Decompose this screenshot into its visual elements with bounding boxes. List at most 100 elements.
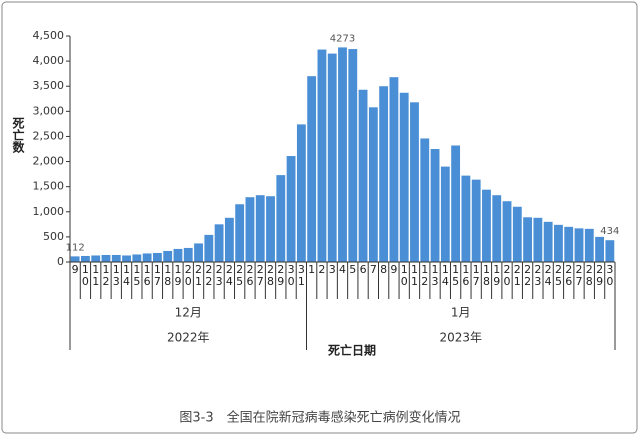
bar (327, 53, 337, 263)
x-tick-label: 11 (410, 263, 418, 288)
x-axis-label: 死亡日期 (328, 343, 376, 358)
bar (307, 76, 317, 262)
bar (152, 252, 162, 262)
x-tick-label: 13 (431, 263, 439, 288)
bar (142, 253, 152, 262)
bar (502, 201, 512, 262)
x-tick-label: 11 (92, 263, 100, 288)
x-tick-label: 21 (195, 263, 203, 288)
y-tick-label: 4,000 (33, 54, 65, 67)
x-tick-label: 18 (164, 263, 172, 288)
bar (338, 47, 347, 262)
bar (440, 166, 450, 262)
x-tick-label: 18 (482, 263, 490, 288)
bar (173, 248, 183, 262)
x-tick-label: 9 (390, 263, 398, 276)
x-tick-label: 28 (267, 263, 275, 288)
y-tick-label: 1,500 (33, 180, 65, 193)
bar (595, 236, 604, 262)
x-tick-label: 17 (153, 263, 161, 288)
x-tick-label: 13 (112, 263, 120, 288)
x-tick-label: 30 (287, 263, 295, 288)
data-label: 112 (66, 242, 85, 253)
bar (410, 102, 419, 262)
y-tick-label: 3,500 (33, 79, 65, 92)
bar (194, 243, 203, 262)
bar (204, 234, 214, 262)
bar (523, 217, 533, 262)
bar (286, 156, 296, 262)
x-tick-label: 20 (503, 263, 511, 288)
bar (317, 49, 327, 263)
bar (255, 195, 265, 262)
x-tick-label: 29 (596, 263, 604, 288)
bar (358, 89, 368, 262)
x-tick-label: 19 (174, 263, 182, 288)
data-label: 434 (600, 226, 619, 237)
bar (605, 240, 615, 262)
x-tick-label: 21 (513, 263, 521, 288)
x-tick-label: 1 (308, 263, 316, 276)
bar (101, 254, 111, 262)
bar (399, 92, 409, 262)
x-tick-label: 25 (236, 263, 244, 288)
y-tick-label: 3,000 (33, 104, 65, 117)
x-tick-label: 22 (524, 263, 532, 288)
x-tick-label: 8 (380, 263, 388, 276)
x-tick-label: 26 (246, 263, 254, 288)
x-tick-label: 20 (184, 263, 192, 288)
y-tick-label: 4,500 (33, 29, 65, 42)
month-label: 1月 (451, 306, 471, 320)
x-tick-label: 31 (297, 263, 305, 288)
bar (461, 175, 471, 262)
x-tick-label: 24 (544, 263, 552, 288)
x-tick-label: 30 (606, 263, 614, 288)
x-tick-label: 12 (421, 263, 429, 288)
year-label: 2023年 (439, 331, 482, 345)
month-label: 12月 (175, 306, 202, 320)
bar (122, 255, 131, 262)
bar (348, 49, 358, 263)
bar (492, 195, 502, 262)
bar (574, 228, 584, 262)
x-tick-label: 14 (123, 263, 131, 288)
bar (554, 224, 563, 262)
y-tick-label: 0 (57, 255, 64, 268)
x-tick-label: 2 (318, 263, 326, 276)
x-tick-label: 24 (225, 263, 233, 288)
y-tick-label: 2,500 (33, 129, 65, 142)
x-tick-label: 29 (277, 263, 285, 288)
bar (163, 250, 173, 262)
bar (132, 254, 142, 262)
x-tick-label: 28 (585, 263, 593, 288)
x-tick-label: 17 (472, 263, 480, 288)
bar (183, 247, 193, 262)
bar (245, 197, 255, 262)
x-tick-label: 22 (205, 263, 213, 288)
bar (81, 255, 90, 262)
bar (276, 175, 286, 262)
x-tick-label: 19 (493, 263, 501, 288)
y-tick-label: 2,000 (33, 155, 65, 168)
x-tick-label: 6 (359, 263, 367, 276)
bar (296, 124, 306, 262)
x-tick-label: 27 (256, 263, 264, 288)
y-tick-label: 1,000 (33, 205, 65, 218)
data-label: 4273 (330, 33, 355, 44)
bar (368, 107, 378, 262)
x-tick-label: 3 (328, 263, 336, 276)
year-label: 2022年 (167, 331, 210, 345)
bar (420, 138, 430, 262)
x-tick-label: 10 (81, 263, 89, 288)
bar (70, 256, 80, 262)
bar (482, 189, 491, 262)
bar (91, 255, 101, 262)
bar (266, 196, 275, 262)
bar (512, 206, 522, 262)
x-tick-label: 7 (369, 263, 377, 276)
x-tick-label: 23 (215, 263, 223, 288)
x-tick-label: 4 (339, 263, 346, 276)
